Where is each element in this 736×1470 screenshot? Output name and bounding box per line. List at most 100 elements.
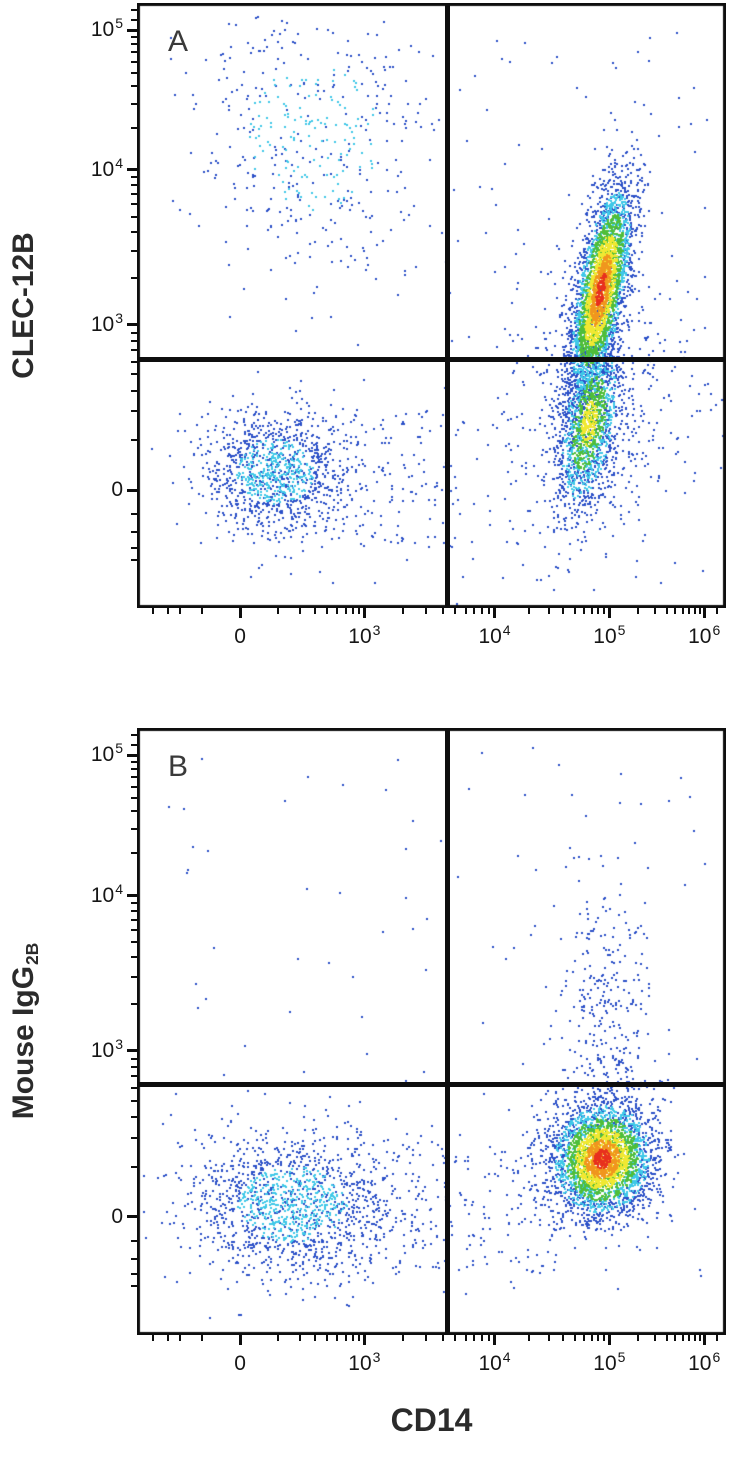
x-axis-minor-tick (573, 608, 576, 614)
x-axis-major-tick (238, 608, 242, 618)
x-axis-minor-tick (693, 1335, 696, 1341)
y-axis-minor-tick (131, 1165, 137, 1168)
y-axis-minor-tick (131, 1258, 137, 1261)
y-axis-minor-tick (131, 277, 137, 280)
x-axis-major-tick (238, 1335, 242, 1345)
y-axis-minor-tick (131, 35, 137, 38)
x-axis-minor-tick (636, 608, 639, 614)
x-axis-minor-tick (166, 1335, 169, 1341)
x-axis-major-tick (362, 608, 366, 618)
y-axis-minor-tick (131, 340, 137, 343)
x-axis-minor-tick (528, 1335, 531, 1341)
x-axis-minor-tick (528, 608, 531, 614)
y-axis-minor-tick (131, 71, 137, 74)
y-axis-tick-label: 104 (90, 880, 123, 907)
y-axis-minor-tick (131, 760, 137, 763)
y-axis-minor-tick (131, 331, 137, 334)
x-axis-minor-tick (481, 1335, 484, 1341)
y-axis-major-tick (127, 894, 137, 898)
y-axis-minor-tick (131, 9, 137, 12)
x-axis-minor-tick (653, 1335, 656, 1341)
x-axis-minor-tick (152, 1335, 155, 1341)
y-axis-minor-tick (131, 42, 137, 45)
x-axis-minor-tick (326, 1335, 329, 1341)
x-axis-minor-tick (166, 608, 169, 614)
x-axis-tick-label: 0 (234, 1352, 246, 1375)
y-axis-minor-tick (131, 941, 137, 944)
x-axis-tick-label: 105 (593, 622, 626, 648)
y-axis-minor-tick (131, 410, 137, 413)
x-axis-minor-tick (562, 1335, 565, 1341)
y-axis-minor-tick (131, 767, 137, 770)
y-axis-minor-tick (131, 909, 137, 912)
panel-a-scatter-canvas (137, 3, 726, 608)
x-axis-minor-tick (200, 608, 203, 614)
y-axis-minor-tick (131, 1239, 137, 1242)
x-axis-minor-tick (298, 608, 301, 614)
x-axis-minor-tick (314, 1335, 317, 1341)
x-axis-minor-tick (716, 608, 719, 614)
x-axis-major-tick (493, 608, 497, 618)
panel-b-label: B (168, 750, 189, 783)
y-axis-tick-label: 0 (111, 1204, 123, 1228)
x-axis-minor-tick (597, 1335, 600, 1341)
y-axis-minor-tick (131, 828, 137, 831)
x-axis-minor-tick (682, 1335, 684, 1341)
y-axis-tick-label: 0 (111, 478, 123, 502)
panel-a-axis-ticks: 0 103 104 105 106 105 104 103 0 (0, 3, 736, 723)
y-axis-major-tick (127, 168, 137, 172)
y-axis-minor-tick (131, 1066, 137, 1069)
y-axis-minor-tick (131, 1273, 137, 1276)
y-axis-minor-tick (131, 126, 137, 129)
y-axis-minor-tick (131, 1086, 137, 1089)
panel-b-plot-area (137, 728, 726, 1335)
x-axis-minor-tick (358, 1335, 361, 1341)
y-axis-major-tick (127, 753, 137, 757)
x-axis-minor-tick (298, 1335, 301, 1341)
x-axis-minor-tick (682, 608, 684, 614)
y-axis-major-tick (127, 488, 137, 492)
x-axis-minor-tick (344, 608, 347, 614)
y-axis-minor-tick (131, 852, 137, 855)
y-axis-minor-tick (131, 203, 137, 206)
y-axis-minor-tick (131, 1285, 137, 1288)
y-axis-tick-label: 104 (90, 154, 123, 181)
x-axis-minor-tick (597, 608, 600, 614)
x-axis-minor-tick (464, 1335, 467, 1341)
x-axis-minor-tick (454, 608, 457, 614)
panel-b-axis-ticks: 0 103 104 105 106 105 104 103 0 (0, 728, 736, 1448)
x-axis-minor-tick (603, 608, 606, 614)
x-axis-minor-tick (583, 1335, 586, 1341)
x-axis-minor-tick (178, 1335, 181, 1341)
x-axis-minor-tick (665, 1335, 668, 1341)
x-axis-minor-tick (573, 1335, 576, 1341)
y-axis-minor-tick (131, 439, 137, 442)
panel-a-plot-area (137, 3, 726, 608)
y-axis-tick-label: 105 (90, 740, 123, 767)
x-axis-minor-tick (402, 1335, 405, 1341)
y-axis-minor-tick (131, 513, 137, 516)
x-axis-minor-tick (425, 608, 428, 614)
x-axis-minor-tick (688, 608, 691, 614)
x-axis-minor-tick (152, 608, 155, 614)
x-axis-minor-tick (344, 1335, 347, 1341)
panel-a-quadrant-gate-horizontal (137, 357, 726, 363)
panel-a-label: A (168, 25, 189, 58)
y-axis-minor-tick (131, 250, 137, 253)
x-axis-minor-tick (699, 1335, 702, 1341)
y-axis-minor-tick (131, 1099, 137, 1102)
x-axis-minor-tick (326, 608, 329, 614)
y-axis-minor-tick (131, 956, 137, 959)
x-axis-minor-tick (699, 608, 702, 614)
x-axis-minor-tick (665, 608, 668, 614)
x-axis-minor-tick (454, 1335, 457, 1341)
x-axis-minor-tick (473, 608, 476, 614)
y-axis-minor-tick (131, 60, 137, 63)
y-axis-tick-label: 103 (90, 309, 123, 336)
x-axis-major-tick (702, 1335, 706, 1345)
y-axis-minor-tick (131, 796, 137, 799)
y-axis-minor-tick (131, 776, 137, 779)
y-axis-tick-label: 105 (90, 15, 123, 42)
y-axis-minor-tick (131, 230, 137, 233)
